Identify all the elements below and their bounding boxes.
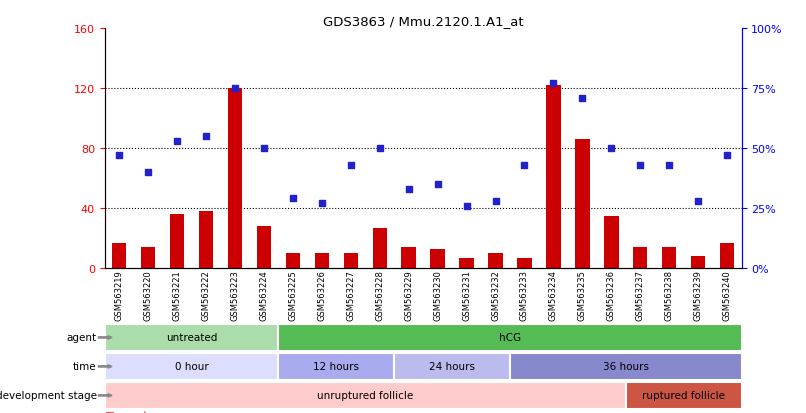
Bar: [285, 254, 300, 268]
Bar: [510, 353, 742, 380]
Point: [373, 145, 386, 152]
Point: [692, 198, 704, 205]
Bar: [459, 258, 474, 268]
Bar: [517, 258, 532, 268]
Bar: [105, 353, 278, 380]
Bar: [720, 243, 734, 268]
Bar: [105, 324, 278, 351]
Bar: [141, 247, 156, 268]
Text: ruptured follicle: ruptured follicle: [642, 390, 725, 401]
Title: GDS3863 / Mmu.2120.1.A1_at: GDS3863 / Mmu.2120.1.A1_at: [323, 15, 523, 28]
Bar: [257, 226, 271, 268]
Point: [402, 186, 415, 193]
Bar: [625, 382, 742, 409]
Bar: [170, 215, 185, 268]
Point: [344, 162, 357, 169]
Point: [663, 162, 675, 169]
Point: [518, 162, 531, 169]
Point: [721, 152, 733, 159]
Bar: [662, 247, 676, 268]
Bar: [314, 254, 329, 268]
Bar: [278, 353, 394, 380]
Point: [604, 145, 617, 152]
Text: hCG: hCG: [499, 332, 521, 343]
Point: [547, 81, 560, 87]
Point: [171, 138, 184, 145]
Point: [286, 196, 299, 202]
Bar: [546, 86, 561, 268]
Text: ■ count: ■ count: [105, 410, 147, 413]
Bar: [401, 247, 416, 268]
Text: 12 hours: 12 hours: [314, 361, 359, 372]
Bar: [199, 211, 214, 268]
Bar: [575, 140, 589, 268]
Point: [575, 95, 588, 102]
Bar: [228, 89, 243, 268]
Bar: [488, 254, 503, 268]
Point: [258, 145, 271, 152]
Text: development stage: development stage: [0, 390, 97, 401]
Text: 0 hour: 0 hour: [175, 361, 209, 372]
Point: [489, 198, 502, 205]
Bar: [604, 216, 618, 268]
Bar: [372, 228, 387, 268]
Point: [229, 85, 242, 92]
Text: time: time: [73, 361, 97, 372]
Bar: [691, 256, 705, 268]
Text: agent: agent: [67, 332, 97, 343]
Text: 24 hours: 24 hours: [429, 361, 475, 372]
Bar: [430, 249, 445, 268]
Text: unruptured follicle: unruptured follicle: [317, 390, 413, 401]
Point: [634, 162, 646, 169]
Bar: [343, 254, 358, 268]
Point: [431, 181, 444, 188]
Point: [200, 133, 213, 140]
Bar: [633, 247, 647, 268]
Bar: [112, 243, 127, 268]
Bar: [105, 382, 625, 409]
Bar: [394, 353, 510, 380]
Point: [315, 200, 328, 207]
Bar: [278, 324, 742, 351]
Point: [113, 152, 126, 159]
Text: 36 hours: 36 hours: [603, 361, 649, 372]
Point: [460, 203, 473, 209]
Text: untreated: untreated: [166, 332, 218, 343]
Point: [142, 169, 155, 176]
